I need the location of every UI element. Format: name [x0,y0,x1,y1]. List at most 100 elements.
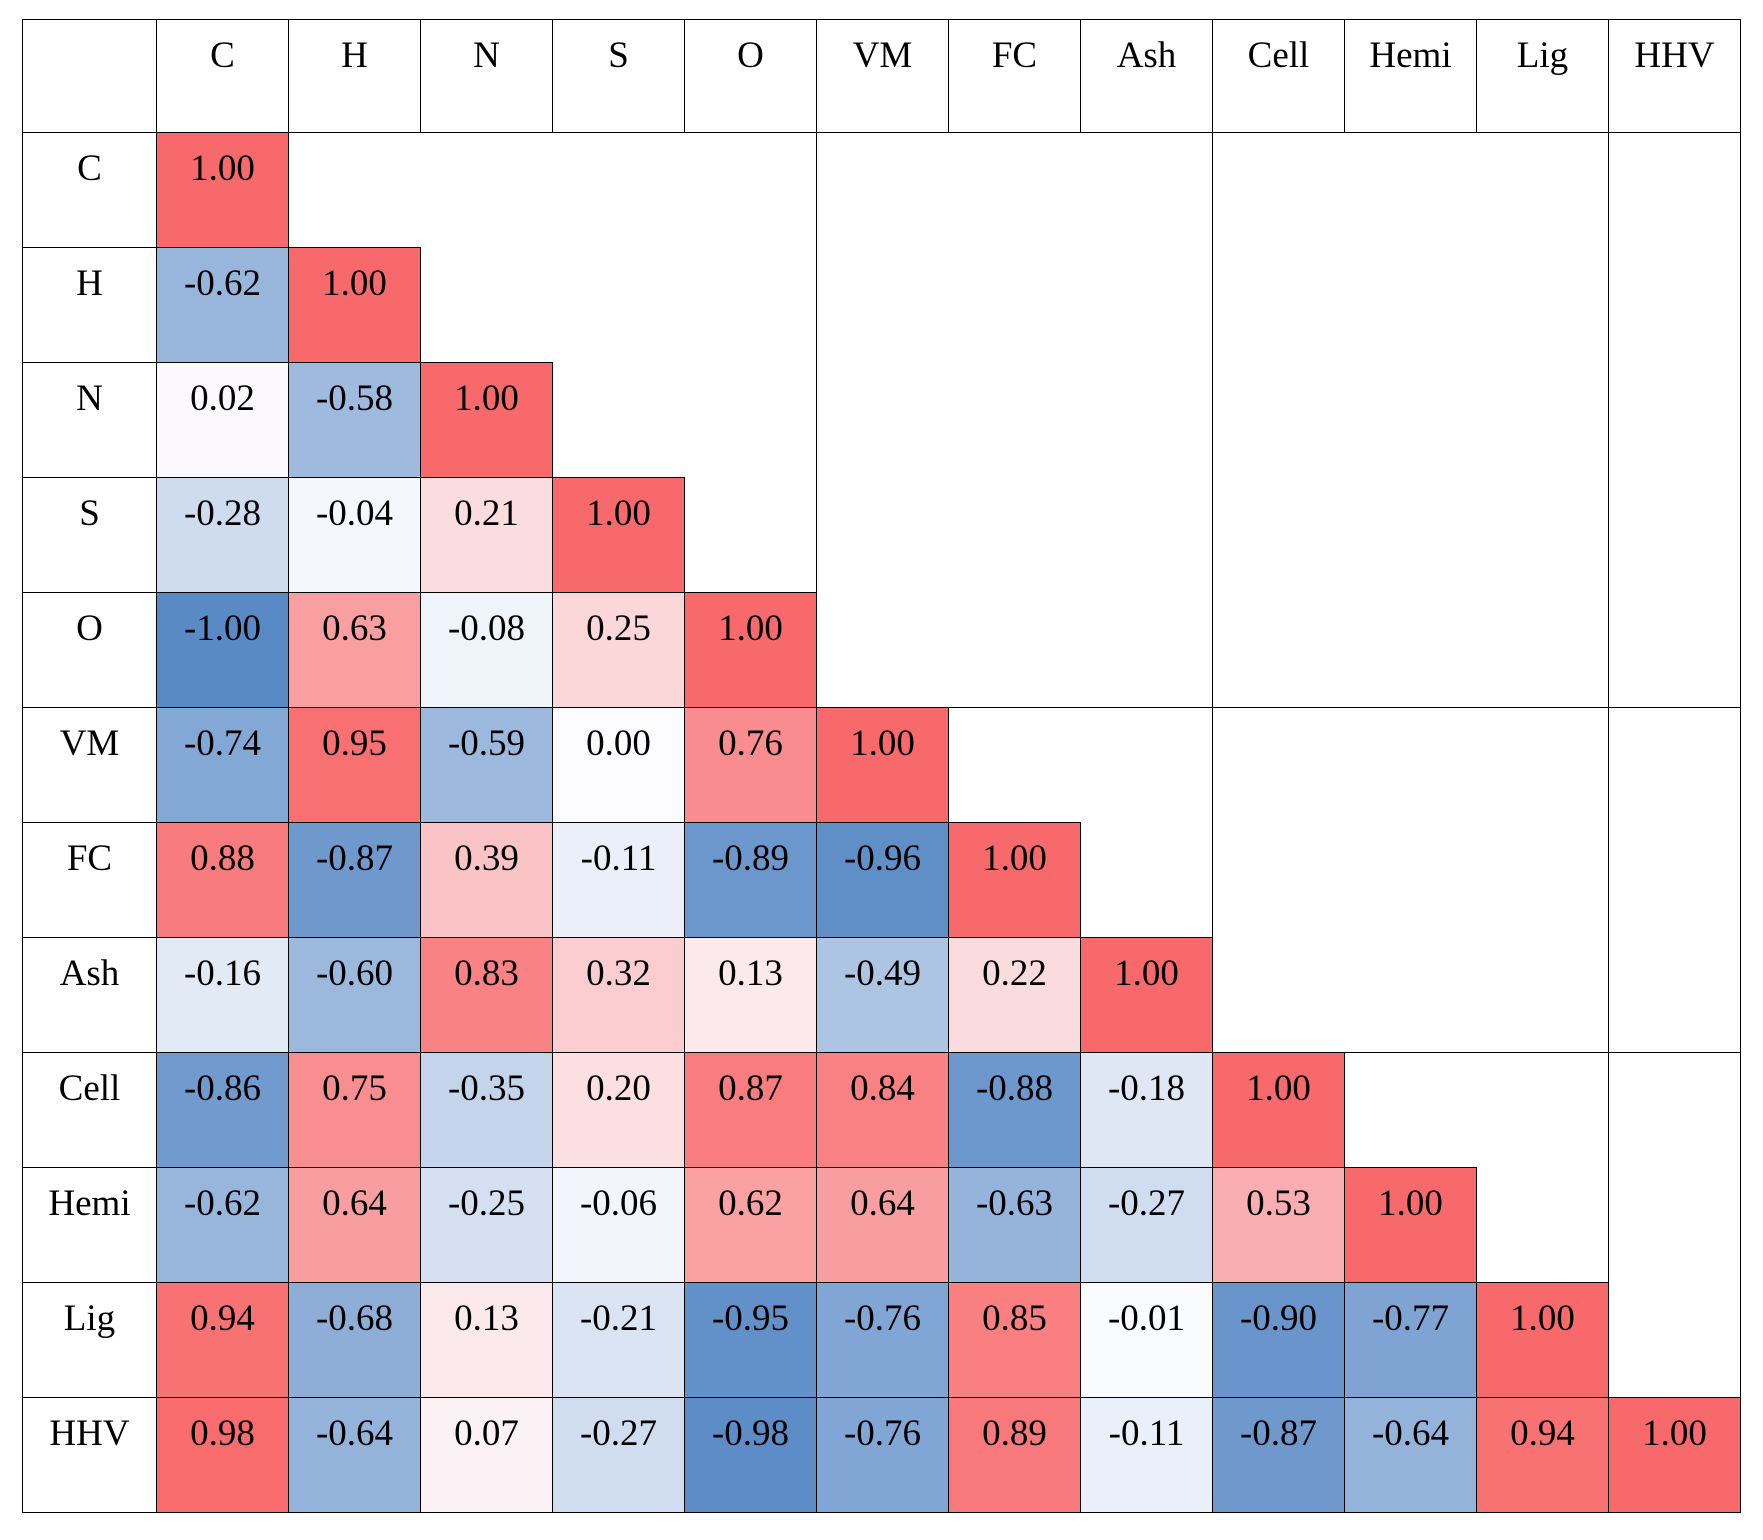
row-header-ash: Ash [22,937,157,1053]
table-row: H -0.62 1.00 [22,247,1741,363]
cell-value: -0.28 [183,493,262,534]
heatmap-cell: 0.89 [948,1397,1081,1513]
correlation-table: C H N S O VM FC Ash Cell Hemi Lig HHV C 1.00 H -0.62 1.0… [22,19,1741,1513]
column-label: H [341,35,368,76]
cell-value: 0.64 [850,1183,915,1224]
cell-value: -0.95 [711,1298,790,1339]
heatmap-cell: -0.64 [288,1397,421,1513]
cell-value: 0.98 [190,1413,255,1454]
cell-value: 0.64 [322,1183,387,1224]
empty-cell [1345,1053,1477,1168]
heatmap-cell: 1.00 [1476,1282,1609,1398]
empty-cell [1476,132,1609,248]
heatmap-cell: -0.77 [1344,1282,1477,1398]
heatmap-cell: 0.94 [156,1282,289,1398]
empty-cell [949,478,1081,593]
cell-value: -0.76 [843,1298,922,1339]
empty-cell [1476,707,1609,823]
heatmap-cell: 0.22 [948,937,1081,1053]
cell-value: 0.25 [586,608,651,649]
cell-value: -0.04 [315,493,394,534]
empty-cell [1345,708,1477,823]
cell-value: 0.76 [718,723,783,764]
heatmap-cell: 0.87 [684,1052,817,1168]
row-label: O [76,608,103,649]
row-header-s: S [22,477,157,593]
heatmap-cell: 0.13 [684,937,817,1053]
row-label: Lig [63,1298,116,1339]
heatmap-cell: 0.21 [420,477,553,593]
cell-value: 0.63 [322,608,387,649]
empty-cell [816,592,949,708]
empty-cell [1476,247,1609,363]
cell-value: -0.88 [975,1068,1054,1109]
heatmap-cell: -0.06 [552,1167,685,1283]
cell-value: 1.00 [1114,953,1179,994]
column-label: VM [852,35,913,76]
heatmap-cell: 1.00 [1608,1397,1741,1513]
cell-value: 0.20 [586,1068,651,1109]
empty-cell [1213,823,1345,938]
heatmap-cell: 0.98 [156,1397,289,1513]
heatmap-cell: -0.76 [816,1282,949,1398]
table-row: O -1.00 0.63 -0.08 0.25 1.00 [22,592,1741,708]
column-header-fc: FC [948,19,1081,133]
empty-cell [1080,362,1213,478]
column-label: S [608,35,629,76]
empty-cell [1608,822,1741,938]
cell-value: -0.11 [1108,1413,1185,1454]
empty-cell [1345,823,1477,938]
cell-value: -0.74 [183,723,262,764]
empty-cell [1213,708,1345,823]
row-header-fc: FC [22,822,157,938]
heatmap-cell: 0.85 [948,1282,1081,1398]
cell-value: -0.25 [447,1183,526,1224]
cell-value: -0.62 [183,263,262,304]
cell-value: -0.87 [315,838,394,879]
empty-cell [817,478,949,593]
empty-cell [948,132,1081,248]
cell-value: 1.00 [322,263,387,304]
cell-value: 0.94 [1510,1413,1575,1454]
table-row: N 0.02 -0.58 1.00 [22,362,1741,478]
column-header-o: O [684,19,817,133]
cell-value: -0.59 [447,723,526,764]
heatmap-cell: 1.00 [1344,1167,1477,1283]
empty-cell [1213,363,1345,478]
heatmap-cell: 0.64 [816,1167,949,1283]
heatmap-cell: 0.39 [420,822,553,938]
heatmap-cell: -0.74 [156,707,289,823]
heatmap-cell: -0.62 [156,1167,289,1283]
empty-cell [1080,477,1213,593]
empty-cell [1213,248,1345,363]
heatmap-cell: -1.00 [156,592,289,708]
column-header-s: S [552,19,685,133]
heatmap-cell: -0.90 [1212,1282,1345,1398]
empty-cell [1608,937,1741,1053]
empty-cell [817,363,949,478]
heatmap-cell: 1.00 [552,477,685,593]
heatmap-cell: 0.84 [816,1052,949,1168]
cell-value: -0.27 [579,1413,658,1454]
cell-value: 1.00 [850,723,915,764]
empty-cell [1608,1052,1741,1168]
heatmap-cell: -0.98 [684,1397,817,1513]
heatmap-cell: -0.08 [420,592,553,708]
empty-cell [1080,247,1213,363]
empty-cell [1608,362,1741,478]
empty-cell [1476,1167,1609,1283]
heatmap-cell: -0.18 [1080,1052,1213,1168]
row-header-vm: VM [22,707,157,823]
heatmap-cell: 0.62 [684,1167,817,1283]
empty-cell [1608,247,1741,363]
empty-cell [1345,363,1477,478]
empty-cell [1344,592,1477,708]
row-label: Cell [58,1068,121,1109]
empty-cell [1476,937,1609,1053]
empty-cell [1345,478,1477,593]
column-label: HHV [1634,35,1715,76]
empty-cell [1476,592,1609,708]
heatmap-cell: -0.87 [288,822,421,938]
cell-value: -0.68 [315,1298,394,1339]
cell-value: -0.86 [183,1068,262,1109]
